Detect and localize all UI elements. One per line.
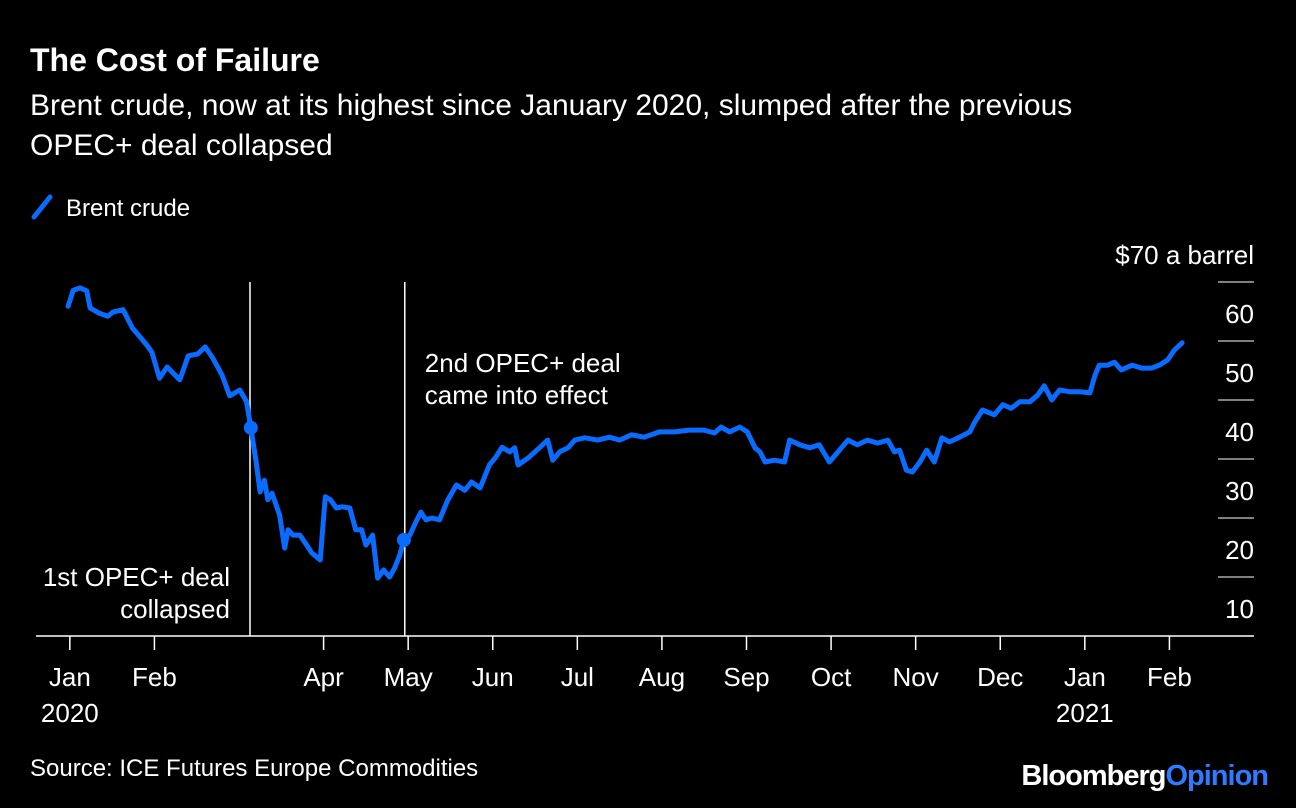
annotation-text: came into effect bbox=[425, 380, 609, 410]
logo: BloombergOpinion bbox=[1021, 760, 1269, 793]
y-tick-label: 50 bbox=[1225, 358, 1254, 388]
y-tick-label: 30 bbox=[1225, 476, 1254, 506]
logo-text: Bloomberg bbox=[1021, 760, 1166, 792]
y-tick-label: 20 bbox=[1225, 535, 1254, 565]
x-tick-label: Nov bbox=[893, 662, 939, 692]
x-tick-label: Jun bbox=[472, 662, 514, 692]
x-tick-label: Jul bbox=[561, 662, 594, 692]
legend-swatch bbox=[31, 194, 53, 220]
source: Source: ICE Futures Europe Commodities bbox=[30, 755, 479, 782]
annotation-text: 1st OPEC+ deal bbox=[43, 562, 230, 592]
logo-accent: Opinion bbox=[1165, 760, 1269, 792]
annotation-text: 2nd OPEC+ deal bbox=[425, 348, 621, 378]
x-tick-label: May bbox=[384, 662, 433, 692]
chart-subtitle: Brent crude, now at its highest since Ja… bbox=[30, 89, 1073, 162]
x-tick-label: Aug bbox=[639, 662, 685, 692]
x-tick-label: Sep bbox=[723, 662, 769, 692]
x-year-label: 2021 bbox=[1056, 698, 1114, 728]
annotation-point bbox=[396, 532, 411, 547]
annotation-point bbox=[243, 420, 258, 435]
chart-title: The Cost of Failure bbox=[30, 42, 320, 78]
x-tick-label: Apr bbox=[303, 662, 344, 692]
y-tick-label: $70 a barrel bbox=[1115, 240, 1254, 270]
x-tick-label: Feb bbox=[132, 662, 177, 692]
x-tick-label: Jan bbox=[1064, 662, 1106, 692]
y-tick-label: 10 bbox=[1225, 594, 1254, 624]
series-line bbox=[65, 285, 1185, 581]
x-tick-label: Dec bbox=[977, 662, 1023, 692]
x-tick-label: Feb bbox=[1147, 662, 1192, 692]
annotation-text: collapsed bbox=[120, 594, 230, 624]
x-tick-label: Jan bbox=[49, 662, 91, 692]
y-tick-label: 40 bbox=[1225, 417, 1254, 447]
y-tick-label: 60 bbox=[1225, 299, 1254, 329]
legend-label: Brent crude bbox=[66, 195, 190, 222]
x-year-label: 2020 bbox=[41, 698, 99, 728]
x-tick-label: Oct bbox=[811, 662, 852, 692]
